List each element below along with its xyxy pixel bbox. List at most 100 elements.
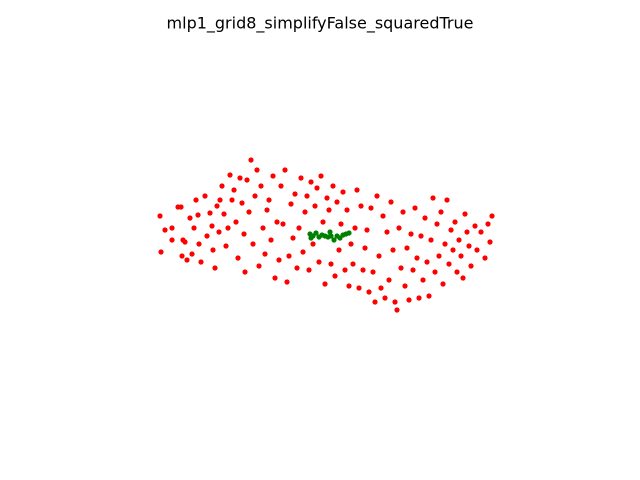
point [424,259,430,265]
point [254,167,260,173]
point [244,177,250,183]
point [352,225,358,231]
point [426,293,432,299]
point [358,203,364,209]
point [237,175,243,181]
point [306,267,312,273]
point [334,199,340,205]
point [225,225,231,231]
point [296,225,302,231]
point [416,295,422,301]
point [360,267,366,273]
point [214,203,220,209]
point [382,295,388,301]
point [338,221,344,227]
point [184,257,190,263]
point [378,285,384,291]
point [308,235,314,241]
point [344,207,350,213]
point [250,241,256,247]
point [282,167,288,173]
point [404,245,410,251]
point [356,285,362,291]
point [487,239,493,245]
point [268,237,274,243]
point [196,241,202,247]
point [410,267,416,273]
point [239,200,245,206]
point [300,249,306,255]
point [406,297,412,303]
point [252,193,258,199]
point [221,211,227,217]
point [430,195,436,201]
point [191,225,197,231]
point [266,197,272,203]
point [157,213,163,219]
point [340,189,346,195]
point [342,267,348,273]
point [327,229,333,235]
point [162,227,168,233]
point [189,251,195,257]
point [454,269,460,275]
point [396,225,402,231]
point [368,205,374,211]
point [223,243,229,249]
point [235,255,241,261]
point [202,193,208,199]
point [408,231,414,237]
point [458,253,464,259]
point [179,253,185,259]
point [330,183,336,189]
point [332,273,338,279]
point [216,229,222,235]
point [392,299,398,305]
point [248,157,254,163]
point [274,219,280,225]
point [440,281,446,287]
point [328,261,334,267]
point [241,231,247,237]
point [466,243,472,249]
point [432,269,438,275]
point [398,265,404,271]
point [394,307,400,313]
point [169,237,175,243]
point [270,173,276,179]
point [193,197,199,203]
point [485,221,491,227]
point [314,185,320,191]
point [204,233,210,239]
point [195,212,201,218]
point [217,197,223,203]
point [328,233,334,239]
point [210,247,216,253]
point [438,209,444,215]
point [444,197,450,203]
point [412,205,418,211]
point [286,253,292,259]
point [482,255,488,261]
point [260,225,266,231]
point [489,213,495,219]
point [312,203,318,209]
point [386,277,392,283]
point [324,195,330,201]
chart-title: mlp1_grid8_simplifyFalse_squaredTrue [167,14,474,34]
point [350,261,356,267]
point [472,223,478,229]
point [348,241,354,247]
point [318,173,324,179]
point [326,207,332,213]
point [362,245,368,251]
point [384,229,390,235]
point [402,283,408,289]
point [448,227,454,233]
point [313,230,319,236]
point [456,237,462,243]
point [478,229,484,235]
point [354,187,360,193]
point [233,219,239,225]
point [346,283,352,289]
